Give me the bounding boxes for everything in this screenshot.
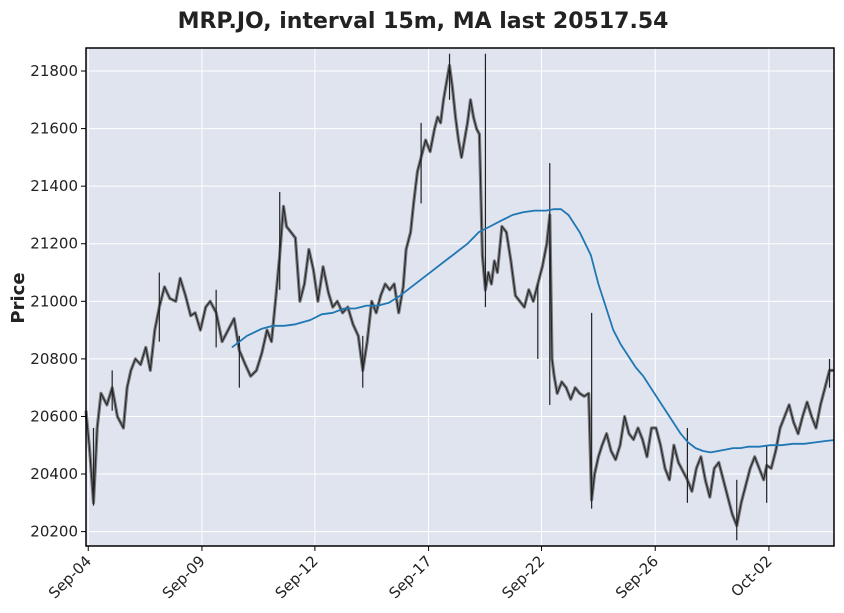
x-tick-label: Sep-04 <box>45 552 95 602</box>
x-tick-label: Sep-17 <box>385 552 435 602</box>
grid-layer <box>86 48 834 546</box>
y-tick-label: 20400 <box>30 465 78 483</box>
x-tick-label: Sep-12 <box>272 552 322 602</box>
y-tick-label: 21200 <box>30 235 78 253</box>
y-tick-label: 20600 <box>30 407 78 425</box>
y-tick-label: 20800 <box>30 350 78 368</box>
y-tick-label: 21400 <box>30 177 78 195</box>
chart-title: MRP.JO, interval 15m, MA last 20517.54 <box>178 9 669 34</box>
x-tick-label: Sep-09 <box>159 552 209 602</box>
x-tick-label: Sep-26 <box>612 552 662 602</box>
plot-area <box>86 48 834 546</box>
y-tick-label: 21000 <box>30 292 78 310</box>
plot-frame <box>85 47 835 547</box>
moving-average-line <box>231 208 835 454</box>
y-tick-label: 21800 <box>30 62 78 80</box>
y-axis-label: Price <box>8 272 29 323</box>
price-series-line <box>85 64 834 527</box>
series-layer <box>84 63 835 528</box>
y-tick-label: 20200 <box>30 523 78 541</box>
y-tick-label: 21600 <box>30 120 78 138</box>
x-tick-label: Oct-02 <box>727 552 775 600</box>
x-tick-label: Sep-22 <box>498 552 548 602</box>
